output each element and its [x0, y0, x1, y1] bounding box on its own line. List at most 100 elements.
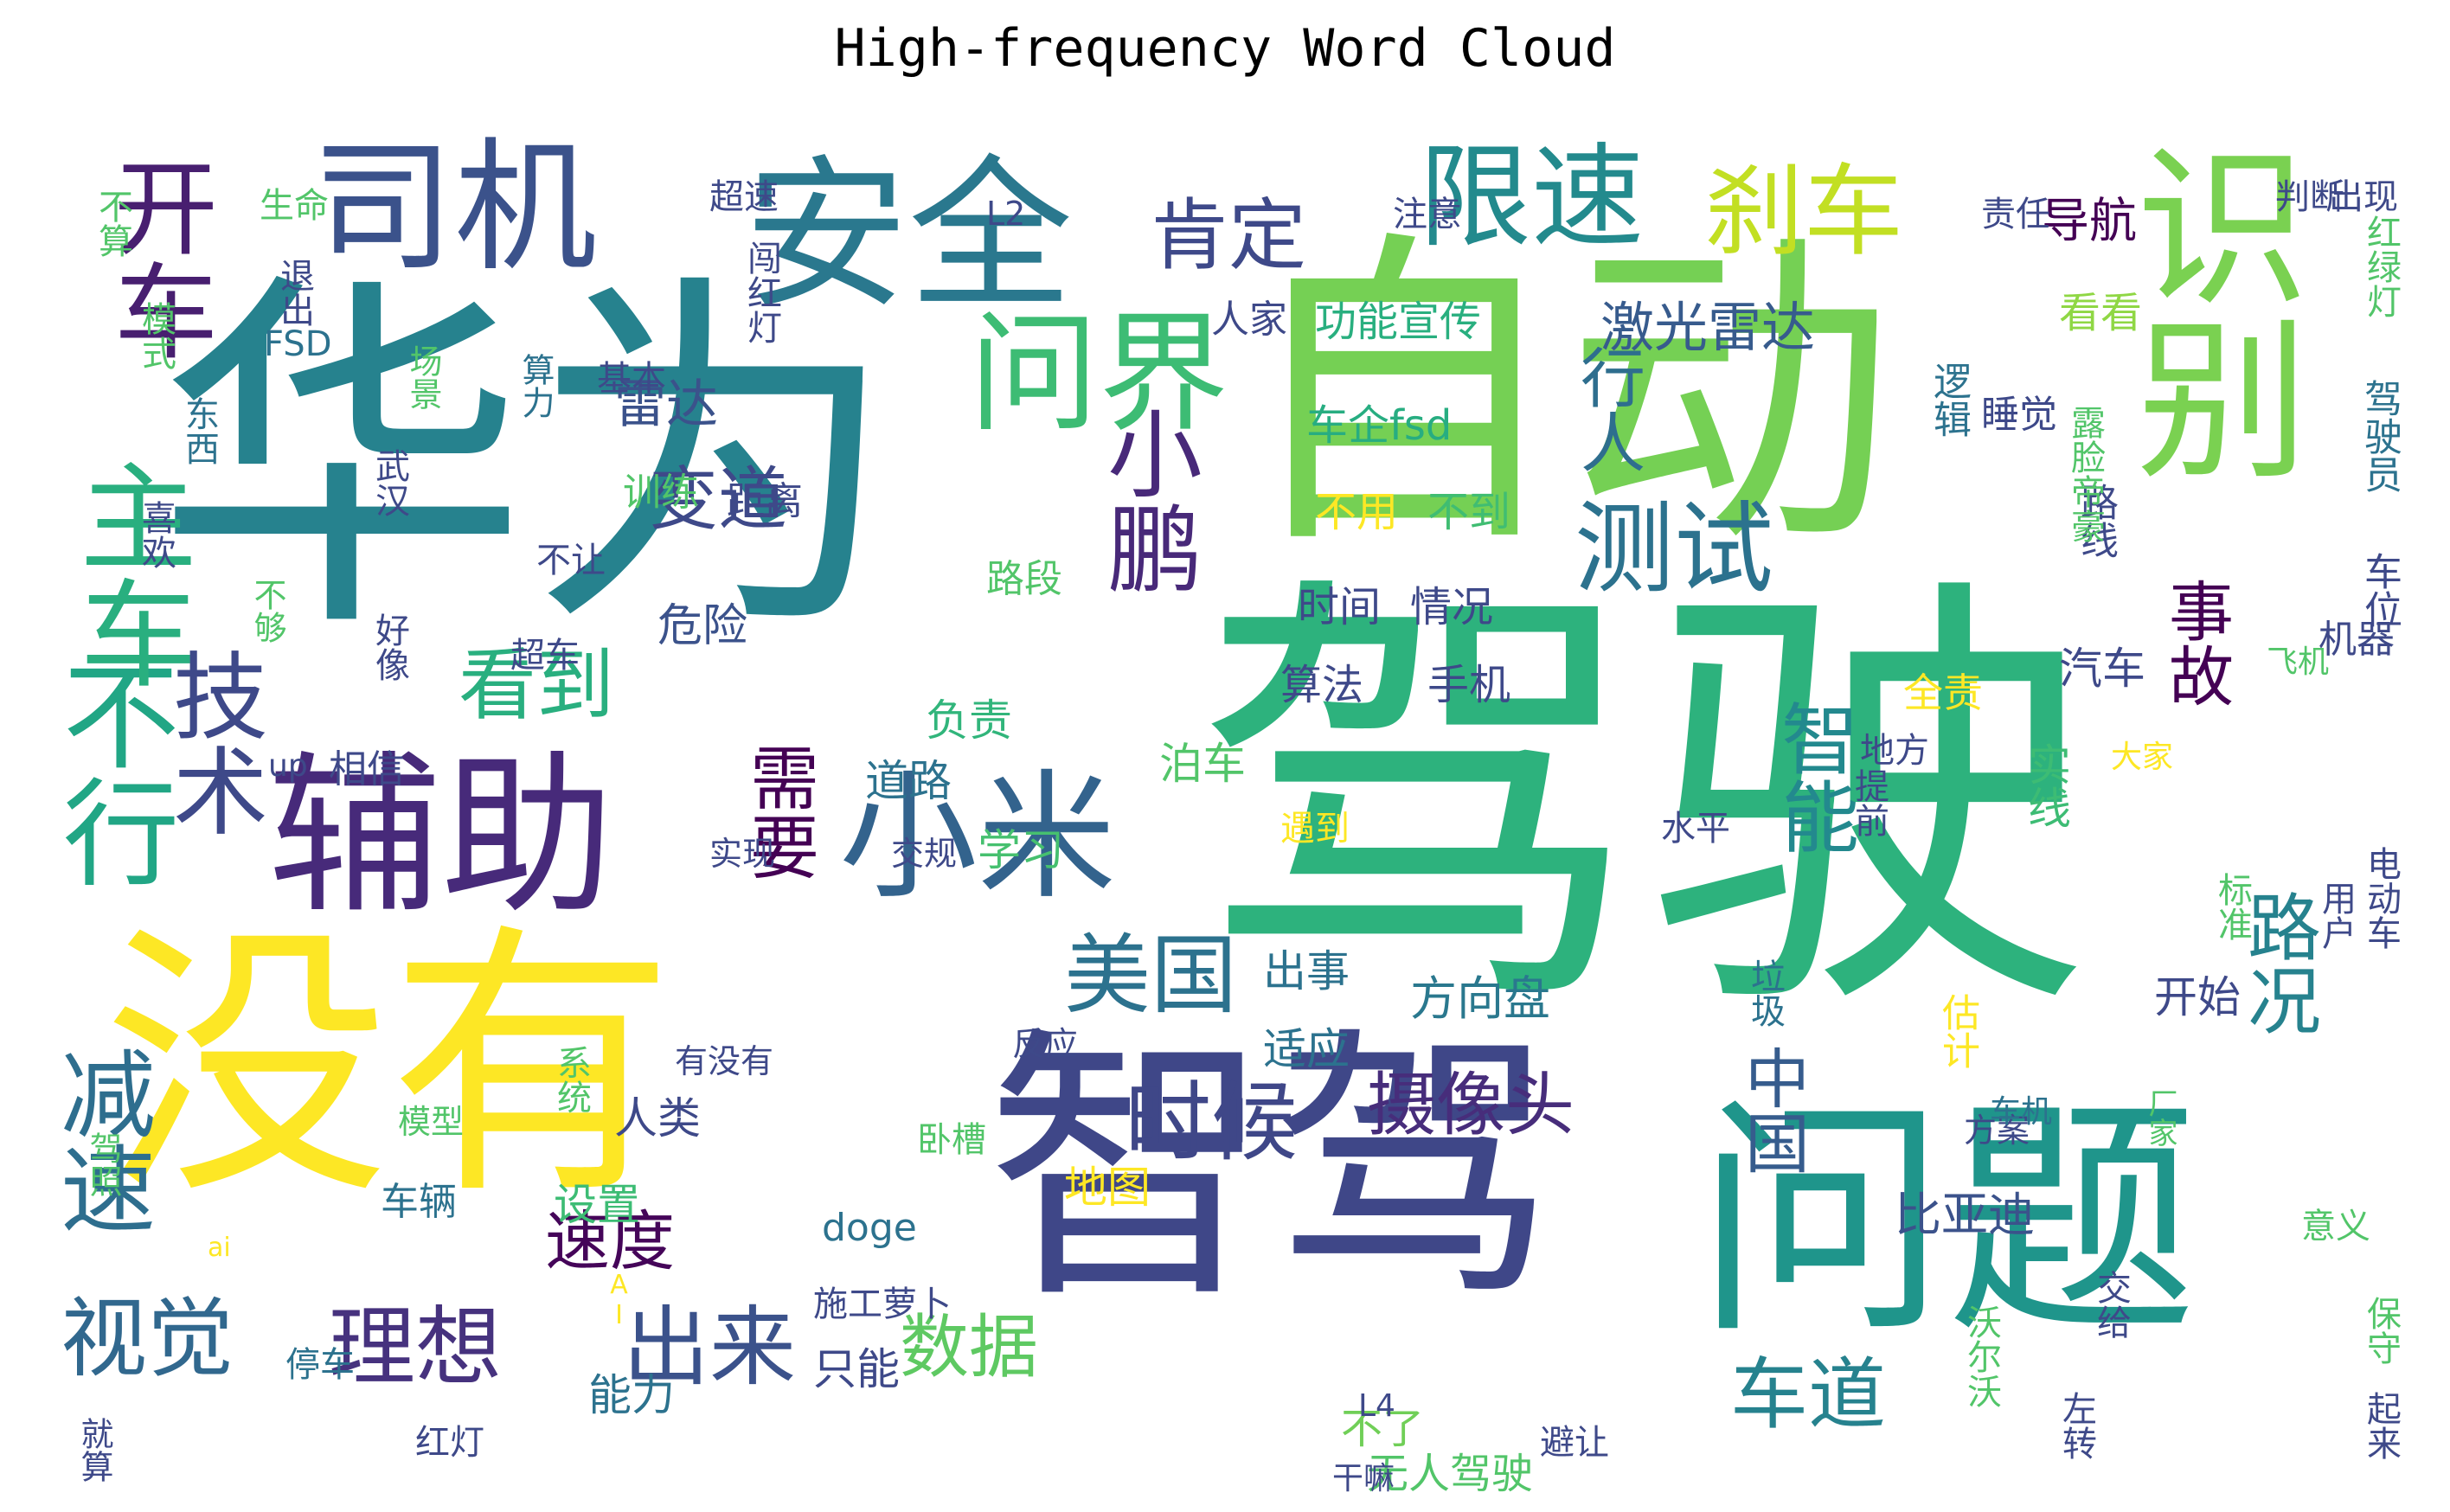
word-101: 好像 — [369, 612, 409, 682]
word-35: 速度 — [545, 1203, 676, 1279]
word-54: 负责 — [926, 695, 1012, 746]
word-44: 不用 — [1315, 488, 1399, 536]
word-93: 喜欢 — [136, 500, 176, 569]
word-117: AI — [604, 1270, 634, 1330]
word-73: 路线 — [2074, 483, 2118, 559]
word-64: 不了 — [1341, 1405, 1425, 1453]
word-138: 标准 — [2212, 872, 2252, 941]
word-115: ai — [208, 1233, 231, 1263]
word-125: 沃尔沃 — [1961, 1304, 2001, 1408]
word-15: 限速 — [1419, 131, 1645, 263]
word-139: 用户 — [2316, 881, 2356, 950]
word-22: 理想 — [329, 1297, 502, 1398]
word-51: 比亚迪 — [1895, 1188, 2035, 1242]
word-62: 只能 — [813, 1344, 900, 1394]
word-34: 路况 — [2235, 889, 2320, 1036]
word-103: 相信 — [329, 747, 405, 791]
word-126: 左转 — [2056, 1391, 2096, 1460]
word-75: 车位 — [2357, 552, 2402, 628]
word-61: 能力 — [588, 1370, 675, 1420]
word-5: 问题 — [1696, 1076, 2197, 1368]
word-83: 超速 — [709, 177, 779, 217]
word-107: 有没有 — [675, 1042, 774, 1080]
word-112: 车辆 — [381, 1180, 457, 1224]
word-114: 驾照 — [84, 1131, 122, 1197]
word-57: 出事 — [1263, 946, 1350, 996]
word-36: 中国 — [1734, 1045, 1810, 1175]
word-80: 责任 — [1981, 195, 2050, 234]
word-142: 遇到 — [1280, 809, 1350, 849]
word-100: 不够 — [248, 578, 286, 644]
word-31: 车道 — [1730, 1349, 1886, 1440]
word-27: 肯定 — [1151, 190, 1306, 281]
word-136: 水平 — [1661, 809, 1730, 849]
word-4: 没有 — [104, 900, 675, 1233]
word-65: 汽车 — [2059, 644, 2145, 694]
word-32: 摄像头 — [1367, 1065, 1575, 1145]
word-130: 意义 — [2301, 1207, 2370, 1246]
word-24: 美国 — [1064, 925, 1237, 1026]
word-90: 模式 — [136, 301, 176, 370]
word-106: 交规 — [891, 835, 958, 873]
word-89: 不算 — [93, 189, 132, 258]
word-0: 驾驶 — [1194, 541, 2094, 1065]
word-cloud: 驾驶 华为 自动 智驾 没有 问题 识别 辅助 安全 司机 小米 不行 主车 开车 问界 限速 刹车 小鹏 测试 技术… — [42, 93, 2402, 1496]
word-123: 干嘛 — [1332, 1461, 1395, 1496]
word-12: 主车 — [60, 457, 196, 690]
word-121: 就算 — [75, 1417, 113, 1483]
word-30: 需要 — [739, 742, 819, 881]
word-49: 手机 — [1427, 661, 1511, 709]
word-8: 安全 — [744, 140, 1074, 331]
word-23: 出来 — [623, 1297, 796, 1398]
word-143: 地方 — [1860, 731, 1929, 771]
word-133: 厂家 — [2143, 1088, 2177, 1147]
word-98: 不让 — [536, 541, 606, 580]
word-99: 路段 — [986, 557, 1062, 601]
word-116: doge — [822, 1206, 917, 1250]
word-38: 行人 — [1569, 344, 1645, 474]
word-14: 问界 — [969, 299, 1229, 450]
word-109: 系统 — [551, 1045, 591, 1114]
word-120: 红灯 — [415, 1423, 484, 1463]
word-71: 逻辑 — [1927, 362, 1971, 438]
word-91: 场景 — [404, 344, 442, 410]
chart-title: High-frequency Word Cloud — [834, 18, 1616, 79]
word-29: 智能 — [1767, 699, 1858, 855]
word-104: up — [268, 748, 308, 784]
word-26: 看到 — [459, 640, 614, 731]
word-50: 方向盘 — [1410, 971, 1550, 1026]
word-43: 车企fsd — [1306, 401, 1453, 450]
word-94: 武汉 — [369, 448, 409, 517]
word-37: 事故 — [2158, 578, 2234, 708]
word-108: 反应 — [1012, 1025, 1079, 1063]
word-119: 停车 — [285, 1345, 355, 1385]
word-102: 超车 — [510, 636, 580, 676]
word-140: 电动车 — [2361, 846, 2401, 950]
word-41: 导航 — [2042, 193, 2138, 248]
word-88: 生命 — [260, 186, 329, 226]
word-46: 时间 — [1298, 583, 1382, 631]
word-59: 人类 — [614, 1093, 701, 1144]
word-69: 看看 — [2059, 289, 2143, 337]
word-76: 驾驶员 — [2357, 379, 2402, 493]
word-111: 地图 — [1064, 1163, 1151, 1213]
word-141: 大家 — [2111, 740, 2174, 775]
word-84: 闯红灯 — [741, 240, 781, 344]
word-17: 小鹏 — [1091, 405, 1202, 595]
word-56: 学习 — [978, 825, 1064, 875]
word-127: 交给 — [2091, 1270, 2131, 1339]
word-96: 训练 — [623, 471, 699, 515]
word-105: 实现 — [709, 835, 776, 873]
word-25: 时候 — [1125, 1072, 1298, 1173]
word-67: 实线 — [2021, 742, 2071, 829]
word-97: 距离 — [727, 479, 803, 523]
word-40: 雷达 — [614, 375, 718, 435]
word-78: 出现 — [2329, 177, 2398, 217]
word-66: 开始 — [2154, 972, 2241, 1022]
word-33: 数据 — [900, 1307, 1038, 1387]
word-28: 变道 — [649, 459, 787, 540]
word-74: 机器 — [2319, 618, 2395, 662]
word-39: 激光雷达 — [1600, 296, 1816, 359]
word-128: 保守 — [2361, 1296, 2401, 1365]
word-87: FSD — [264, 324, 332, 364]
